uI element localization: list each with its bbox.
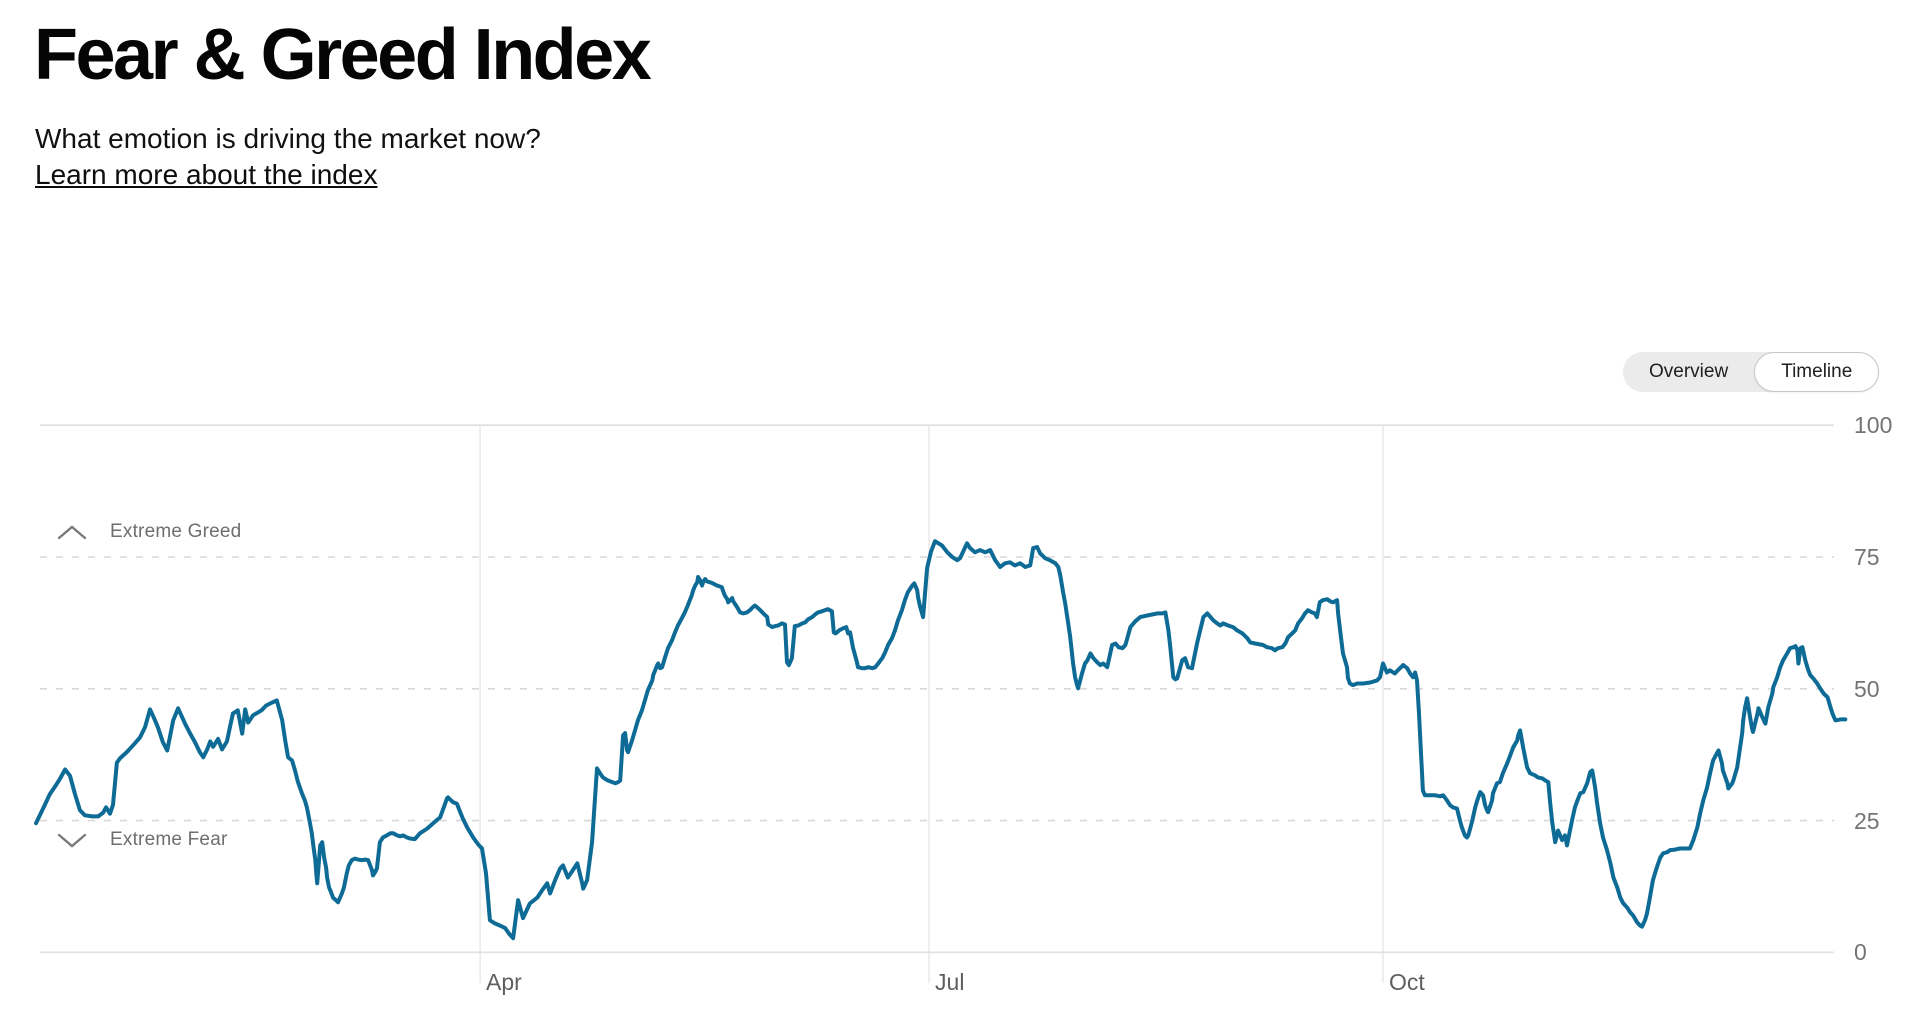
fear-greed-index-line	[34, 539, 1848, 941]
page-subtitle: What emotion is driving the market now?	[35, 123, 541, 154]
chevron-up-icon	[57, 525, 87, 540]
tab-timeline[interactable]: Timeline	[1754, 352, 1880, 392]
view-toggle: Overview Timeline	[1623, 352, 1880, 392]
x-tick-label: Jul	[935, 969, 965, 995]
y-tick-label: 50	[1854, 675, 1880, 702]
tab-overview[interactable]: Overview	[1623, 352, 1754, 392]
extreme-greed-label: Extreme Greed	[110, 521, 242, 542]
y-tick-label: 25	[1854, 807, 1880, 834]
extreme-fear-label: Extreme Fear	[110, 829, 228, 850]
y-tick-label: 100	[1854, 412, 1893, 439]
x-tick-label: Apr	[486, 969, 522, 995]
learn-more-link[interactable]: Learn more about the index	[35, 159, 378, 190]
extreme-greed-annotation: Extreme Greed	[56, 521, 241, 543]
chevron-down-icon	[57, 833, 87, 848]
x-tick-label: Oct	[1388, 969, 1425, 995]
y-tick-label: 0	[1854, 939, 1867, 966]
extreme-fear-annotation: Extreme Fear	[56, 829, 228, 851]
y-tick-label: 75	[1854, 544, 1880, 570]
page-title: Fear & Greed Index	[34, 15, 652, 95]
